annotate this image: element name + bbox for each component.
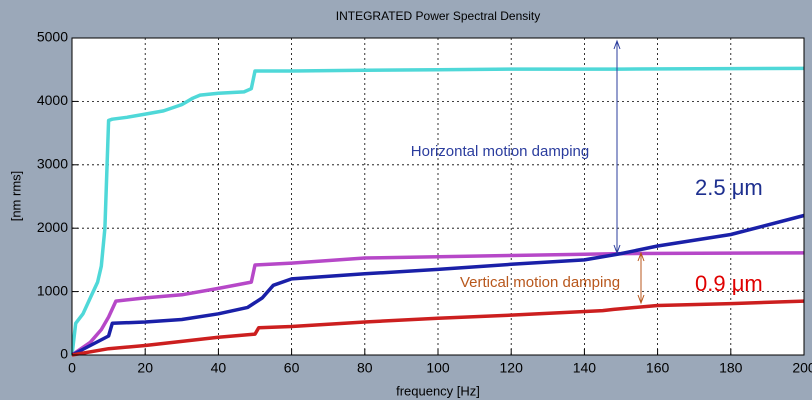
x-tick-label: 120 (500, 360, 524, 376)
x-tick-label: 180 (719, 360, 743, 376)
chart-title: INTEGRATED Power Spectral Density (336, 9, 541, 23)
lines (70, 66, 805, 357)
arrow-head (637, 251, 645, 262)
x-tick-label: 20 (137, 360, 153, 376)
y-tick-label: 0 (60, 346, 68, 362)
y-axis-label: [nm rms] (8, 171, 23, 222)
x-tick-label: 100 (426, 360, 450, 376)
x-tick-label: 60 (284, 360, 300, 376)
x-axis-label: frequency [Hz] (396, 383, 480, 398)
x-tick-label: 140 (573, 360, 597, 376)
x-tick-label: 200 (792, 360, 812, 376)
series-line (71, 251, 805, 357)
y-tick-label: 5000 (37, 29, 68, 45)
annotation: Vertical motion damping (460, 274, 620, 291)
y-tick-label: 3000 (37, 156, 68, 172)
plot-area (72, 38, 804, 355)
x-tick-label: 80 (357, 360, 373, 376)
series-line (70, 66, 805, 356)
arrow-head (637, 294, 645, 305)
annotation: Horizontal motion damping (411, 143, 589, 160)
annotation: 0.9 μm (695, 271, 763, 296)
series-line (71, 213, 805, 357)
annotation: 2.5 μm (695, 175, 763, 200)
x-tick-label: 40 (211, 360, 227, 376)
x-tick-label: 160 (646, 360, 670, 376)
y-tick-label: 2000 (37, 219, 68, 235)
y-tick-label: 1000 (37, 282, 68, 298)
arrow-head (613, 39, 621, 50)
arrows (613, 39, 645, 305)
series-line (71, 299, 805, 357)
y-tick-label: 4000 (37, 92, 68, 108)
x-tick-label: 0 (68, 360, 76, 376)
arrow-head (613, 244, 621, 255)
